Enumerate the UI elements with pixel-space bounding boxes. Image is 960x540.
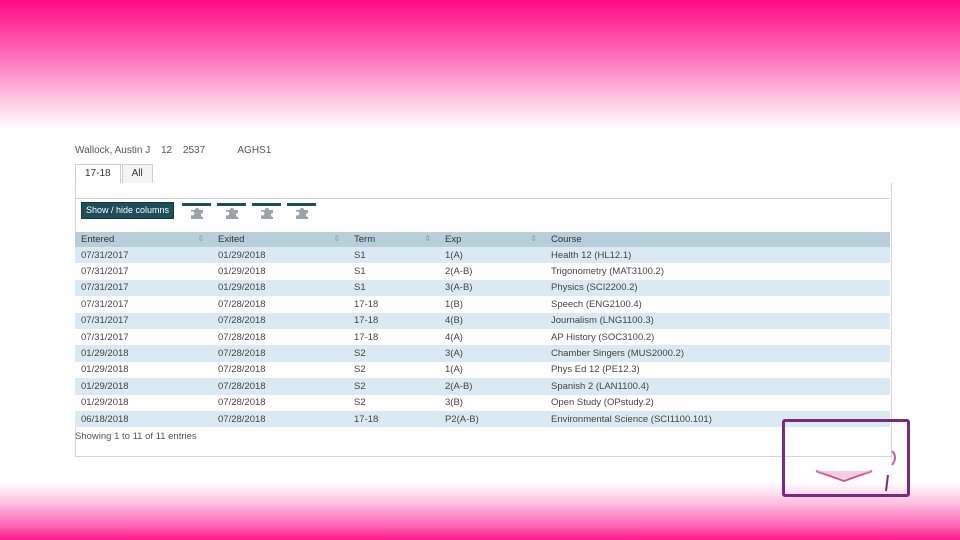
cell-term: S2 <box>354 397 366 409</box>
cell-entered: 07/31/2017 <box>81 331 129 343</box>
cell-exp: 3(A) <box>445 348 463 360</box>
cell-course: Open Study (OPstudy.2) <box>551 397 654 409</box>
cell-exp: 1(A) <box>445 364 463 376</box>
cell-course: Chamber Singers (MUS2000.2) <box>551 348 685 360</box>
cell-entered: 01/29/2018 <box>81 348 129 360</box>
cell-course: Physics (SCI2200.2) <box>551 282 638 294</box>
cell-exp: 4(A) <box>445 331 463 343</box>
table-row[interactable]: 07/31/2017 07/28/2018 17-18 1(B) Speech (ENG… <box>75 296 890 313</box>
cell-course: Speech (ENG2100.4) <box>551 298 642 310</box>
table-row[interactable]: 07/31/2017 07/28/2018 17-18 4(A) AP History … <box>75 328 890 346</box>
puzzle-icon[interactable] <box>287 202 317 219</box>
cell-term: S1 <box>354 266 366 278</box>
column-header-course[interactable]: Course <box>551 234 582 245</box>
table-row[interactable]: 07/31/2017 01/29/2018 S1 2(A-B) Trigonometry… <box>75 263 890 280</box>
cell-entered: 07/31/2017 <box>81 298 129 310</box>
student-info: Wallock, Austin J 12 2537 AGHS1 <box>75 145 279 156</box>
panel-divider <box>75 198 890 199</box>
cell-exited: 01/29/2018 <box>218 249 266 261</box>
cell-exited: 07/28/2018 <box>218 364 266 376</box>
column-header-term[interactable]: Term ⇕ <box>354 234 431 245</box>
cell-term: S2 <box>354 364 366 376</box>
cell-exp: 3(A-B) <box>445 282 473 294</box>
cell-exited: 07/28/2018 <box>218 298 266 310</box>
cell-exited: 01/29/2018 <box>218 266 266 278</box>
cell-exp: 3(B) <box>445 397 463 409</box>
column-header-exited[interactable]: Exited ⇕ <box>218 234 340 245</box>
cell-term: S2 <box>354 348 366 360</box>
table-row[interactable]: 07/31/2017 01/29/2018 S1 3(A-B) Physics (SCI… <box>75 279 890 297</box>
sort-icon: ⇕ <box>197 234 204 243</box>
table-row[interactable]: 01/29/2018 07/28/2018 S2 3(A) Chamber Singer… <box>75 345 890 362</box>
column-header-exp[interactable]: Exp ⇕ <box>445 234 537 245</box>
cell-entered: 07/31/2017 <box>81 249 129 261</box>
table-header-row: Entered ⇕ Exited ⇕ Term ⇕ Exp ⇕ Course <box>75 232 890 247</box>
table-row[interactable]: 01/29/2018 07/28/2018 S2 2(A-B) Spanish 2 (L… <box>75 378 890 395</box>
cell-course: Health 12 (HL12.1) <box>551 249 632 261</box>
cell-exited: 07/28/2018 <box>218 331 266 343</box>
top-pink-banner <box>0 0 960 130</box>
cell-entered: 07/31/2017 <box>81 315 129 327</box>
cell-course: Environmental Science (SCI1100.101) <box>551 413 712 425</box>
cell-term: 17-18 <box>354 331 379 343</box>
cell-entered: 07/31/2017 <box>81 266 129 278</box>
cell-exp: 1(B) <box>445 298 463 310</box>
cell-exited: 07/28/2018 <box>218 397 266 409</box>
cell-entered: 01/29/2018 <box>81 364 129 376</box>
cell-exp: 2(A-B) <box>445 266 473 278</box>
decorative-frame <box>782 419 910 497</box>
cell-term: 17-18 <box>354 413 379 425</box>
student-id: 2537 <box>182 145 206 156</box>
puzzle-icon[interactable] <box>252 202 282 219</box>
cell-exp: 2(A-B) <box>445 380 473 392</box>
cell-exited: 07/28/2018 <box>218 348 266 360</box>
cell-exited: 07/28/2018 <box>218 315 266 327</box>
cell-course: Journalism (LNG1100.3) <box>551 315 654 327</box>
cell-exited: 07/28/2018 <box>218 380 266 392</box>
cell-exited: 01/29/2018 <box>218 282 266 294</box>
cell-exited: 07/28/2018 <box>218 413 266 425</box>
column-header-entered[interactable]: Entered ⇕ <box>81 234 204 245</box>
decorative-envelope-icon <box>815 450 896 492</box>
cell-exp: 1(A) <box>445 249 463 261</box>
table-row[interactable]: 06/18/2018 07/28/2018 17-18 P2(A-B) Environm… <box>75 410 890 428</box>
table-toolbar: Show / hide columns <box>81 202 322 219</box>
cell-course: AP History (SOC3100.2) <box>551 331 655 343</box>
cell-entered: 07/31/2017 <box>81 282 129 294</box>
puzzle-icon[interactable] <box>217 202 247 219</box>
sort-icon: ⇕ <box>424 234 431 243</box>
tab-17-18[interactable]: 17-18 <box>75 164 121 184</box>
tab-all[interactable]: All <box>121 164 153 184</box>
cell-course: Phys Ed 12 (PE12.3) <box>551 364 640 376</box>
cell-exp: P2(A-B) <box>445 413 479 425</box>
table-row[interactable]: 07/31/2017 07/28/2018 17-18 4(B) Journalism … <box>75 312 890 329</box>
cell-exp: 4(B) <box>445 315 463 327</box>
cell-term: S2 <box>354 380 366 392</box>
student-name: Wallock, Austin J <box>75 145 151 156</box>
year-tabs: 17-18 All <box>75 164 154 184</box>
cell-term: S1 <box>354 282 366 294</box>
bottom-pink-banner <box>0 482 960 540</box>
sort-icon: ⇕ <box>333 234 340 243</box>
table-row[interactable]: 01/29/2018 07/28/2018 S2 1(A) Phys Ed 12 (PE… <box>75 361 890 379</box>
cell-term: 17-18 <box>354 298 379 310</box>
student-school: AGHS1 <box>237 145 272 156</box>
cell-course: Trigonometry (MAT3100.2) <box>551 266 664 278</box>
student-grade: 12 <box>161 145 173 156</box>
cell-entered: 06/18/2018 <box>81 413 129 425</box>
puzzle-icon[interactable] <box>182 202 212 219</box>
entries-info: Showing 1 to 11 of 11 entries <box>75 431 197 442</box>
table-row[interactable]: 07/31/2017 01/29/2018 S1 1(A) Health 12 (HL1… <box>75 247 890 264</box>
cell-term: 17-18 <box>354 315 379 327</box>
cell-course: Spanish 2 (LAN1100.4) <box>551 380 650 392</box>
schedule-panel <box>75 183 892 457</box>
table-row[interactable]: 01/29/2018 07/28/2018 S2 3(B) Open Study (OP… <box>75 394 890 411</box>
schedule-table: Entered ⇕ Exited ⇕ Term ⇕ Exp ⇕ Course 07/31… <box>75 232 890 428</box>
cell-entered: 01/29/2018 <box>81 380 129 392</box>
cell-term: S1 <box>354 249 366 261</box>
show-hide-columns-button[interactable]: Show / hide columns <box>81 202 175 219</box>
cell-entered: 01/29/2018 <box>81 397 129 409</box>
sort-icon: ⇕ <box>530 234 537 243</box>
